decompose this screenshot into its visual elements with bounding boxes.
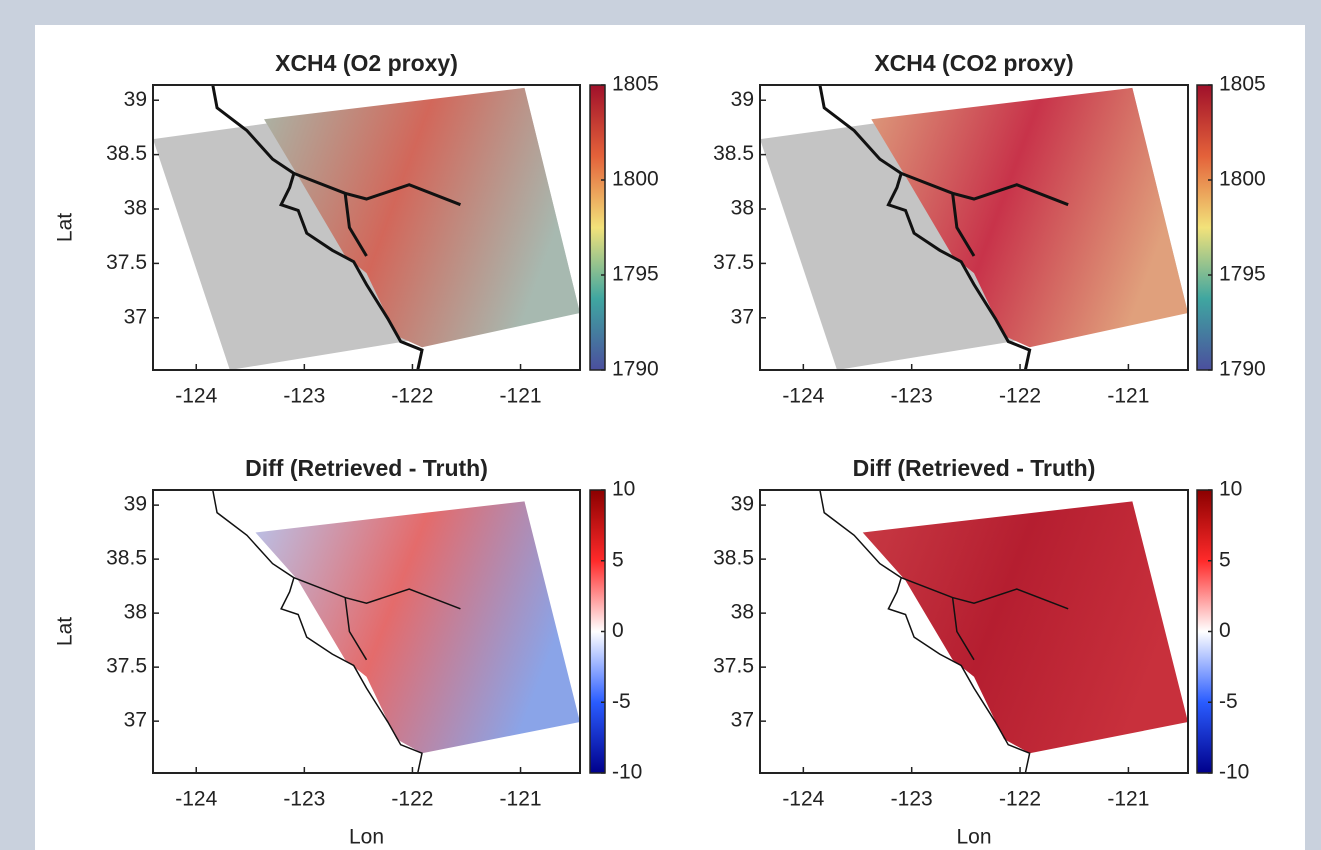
y-tick-label: 39 [124,493,147,516]
x-tick-label: -123 [283,385,325,408]
coastline [819,489,1031,774]
colorbar-tick-label: -5 [1219,690,1238,713]
coastline [211,84,424,371]
y-tick-label: 37.5 [106,251,147,274]
colorbar [589,84,606,371]
coastline [818,84,1032,371]
y-tick-label: 37 [731,709,754,732]
x-tick-label: -124 [782,788,824,811]
y-tick-label: 37.5 [106,655,147,678]
x-tick-label: -121 [1107,788,1149,811]
axes-frame [152,84,581,371]
y-tick-label: 37 [124,709,147,732]
coastline [293,577,461,610]
field-swath [862,501,1188,754]
field-swath [871,87,1188,348]
y-tick-label: 38 [731,197,754,220]
y-tick-label: 37 [124,305,147,328]
y-tick-label: 38.5 [106,142,147,165]
coastline [343,193,368,257]
x-axis-label: Lon [349,826,384,849]
coastline [951,193,976,257]
coastline [293,171,461,207]
y-tick-label: 38.5 [713,547,754,570]
x-tick-label: -123 [891,385,933,408]
colorbar-tick-label: 5 [612,548,624,571]
x-tick-label: -124 [175,385,217,408]
panel-title: Diff (Retrieved - Truth) [853,455,1096,481]
coastline [900,577,1069,610]
colorbar-tick-label: -10 [1219,761,1249,784]
y-tick-label: 37.5 [713,251,754,274]
colorbar-tick-label: 5 [1219,548,1231,571]
colorbar-tick-label: 1790 [1219,358,1266,381]
y-tick-label: 39 [124,88,147,111]
x-tick-label: -124 [782,385,824,408]
y-tick-label: 38.5 [713,142,754,165]
colorbar-tick-label: 1805 [1219,73,1266,96]
map-panel: Diff (Retrieved - Truth) -124 -123 -122 -121… [713,455,1249,848]
y-tick-label: 37 [731,305,754,328]
x-tick-label: -123 [891,788,933,811]
map-panel: XCH4 (CO2 proxy) -124 -123 -122 -121 37 37.5 38… [713,50,1266,407]
colorbar-tick-label: 0 [1219,619,1231,642]
colorbar-tick-label: 0 [612,619,624,642]
x-tick-label: -122 [999,385,1041,408]
colorbar-tick-label: -10 [612,761,642,784]
map-panel: Diff (Retrieved - Truth) -124 -123 -122 -121… [54,455,643,848]
colorbar-tick-label: -5 [612,690,631,713]
coastline [344,597,368,661]
y-tick-label: 38.5 [106,547,147,570]
y-tick-label: 37.5 [713,655,754,678]
colorbar-tick-label: 1805 [612,73,659,96]
axes-frame [152,489,581,774]
colorbar-tick-label: 1790 [612,358,659,381]
x-tick-label: -122 [999,788,1041,811]
y-tick-label: 38 [731,601,754,624]
panel-title: Diff (Retrieved - Truth) [245,455,488,481]
x-axis-label: Lon [956,826,991,849]
y-tick-label: 38 [124,601,147,624]
panel-title: XCH4 (O2 proxy) [275,50,458,76]
y-tick-label: 39 [731,493,754,516]
axes-frame [759,84,1189,371]
panel-title: XCH4 (CO2 proxy) [874,50,1073,76]
colorbar-tick-label: 1795 [612,263,659,286]
y-tick-label: 38 [124,197,147,220]
x-tick-label: -122 [391,385,433,408]
colorbar-tick-label: 10 [1219,478,1242,501]
x-tick-label: -122 [391,788,433,811]
x-tick-label: -124 [175,788,217,811]
y-axis-label: Lat [54,617,77,646]
x-tick-label: -121 [500,788,542,811]
colorbar-tick-label: 1800 [612,168,659,191]
coastline [900,171,1069,207]
coastline [951,597,975,661]
colorbar-tick-label: 1800 [1219,168,1266,191]
field-swath [255,501,581,754]
x-tick-label: -121 [500,385,542,408]
colorbar-tick-label: 1795 [1219,263,1266,286]
x-tick-label: -121 [1107,385,1149,408]
field-swath [264,87,580,348]
map-panel: XCH4 (O2 proxy) -124 -123 -122 -121 37 37.5 38 3… [54,50,659,407]
coastline [212,489,423,774]
y-axis-label: Lat [54,213,77,242]
axes-frame [759,489,1189,774]
colorbar-tick-label: 10 [612,478,635,501]
y-tick-label: 39 [731,88,754,111]
x-tick-label: -123 [283,788,325,811]
colorbar [1196,84,1213,371]
